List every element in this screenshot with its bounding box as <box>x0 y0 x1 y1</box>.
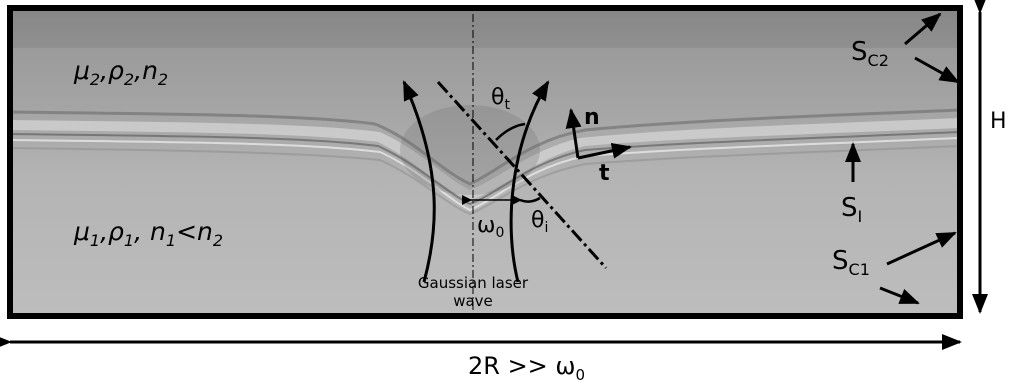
upper-medium-label: μ2,ρ2,n2 <box>73 56 168 89</box>
sc1-arrow-bottom <box>879 286 920 305</box>
interface-photo <box>9 8 961 316</box>
si-label: SI <box>841 193 862 226</box>
beam-label-line1: Gaussian laser <box>418 274 529 292</box>
beam-envelope-left <box>402 80 436 283</box>
theta-t-label: θt <box>491 85 510 113</box>
sc1-label: SC1 <box>832 246 870 279</box>
tangent-label: t <box>599 161 610 186</box>
omega0-label: ω0 <box>477 213 504 241</box>
sc2-arrow-top <box>904 12 942 46</box>
beam-label-line2: wave <box>453 292 493 310</box>
cell-frame <box>7 5 963 319</box>
sc1-arrow-top <box>886 231 957 266</box>
tangent-vector <box>577 142 632 160</box>
normal-vector <box>565 108 582 159</box>
beam-envelope-right <box>509 80 550 283</box>
normal-label: n <box>584 105 600 130</box>
height-label: H <box>990 109 1007 134</box>
width-label: 2R >> ω0 <box>468 352 585 383</box>
theta-i-label: θi <box>531 208 548 236</box>
theta-t-arc <box>495 122 526 141</box>
normal-line <box>436 80 608 270</box>
lower-medium-label: μ1,ρ1, n1<n2 <box>73 217 223 250</box>
sc2-label: SC2 <box>851 37 889 70</box>
sc2-arrow-bottom <box>914 56 960 84</box>
